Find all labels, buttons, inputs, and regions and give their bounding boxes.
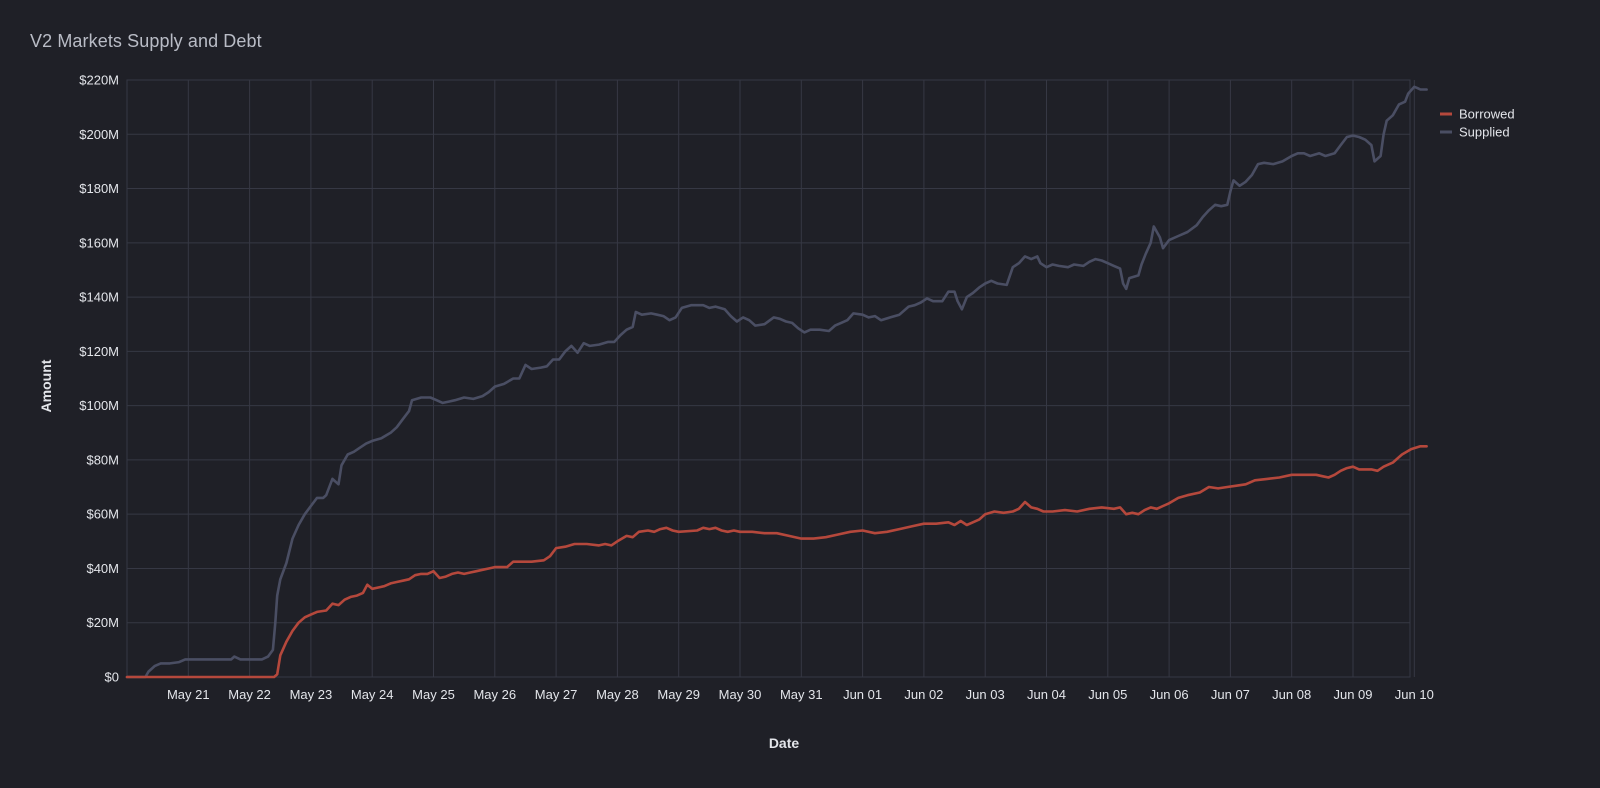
legend-item-borrowed[interactable]: Borrowed bbox=[1440, 107, 1515, 122]
x-axis-ticks: May 21 May 22 May 23 May 24 May 25 May 26 May … bbox=[167, 687, 1434, 702]
x-axis-title: Date bbox=[769, 735, 800, 751]
series-line-supplied bbox=[125, 85, 1428, 679]
plot-frame bbox=[126, 79, 1411, 678]
x-tick-label: May 25 bbox=[412, 687, 455, 702]
y-axis-ticks: $0 $20M $40M $60M $80M $100M $120M $140M $160M $1… bbox=[79, 73, 119, 685]
y-tick-label: $120M bbox=[79, 344, 119, 359]
x-tick-label: May 23 bbox=[290, 687, 333, 702]
y-tick-label: $60M bbox=[86, 507, 119, 522]
x-tick-label: May 31 bbox=[780, 687, 823, 702]
x-tick-label: Jun 09 bbox=[1333, 687, 1372, 702]
x-tick-label: Jun 08 bbox=[1272, 687, 1311, 702]
y-tick-label: $140M bbox=[79, 290, 119, 305]
chart-title: V2 Markets Supply and Debt bbox=[30, 31, 262, 51]
x-tick-label: Jun 01 bbox=[843, 687, 882, 702]
legend-label: Supplied bbox=[1459, 125, 1510, 140]
x-tick-label: Jun 03 bbox=[966, 687, 1005, 702]
x-tick-label: May 26 bbox=[473, 687, 516, 702]
series-lines bbox=[125, 85, 1428, 679]
y-tick-label: $0 bbox=[105, 670, 119, 685]
x-tick-label: Jun 04 bbox=[1027, 687, 1066, 702]
y-tick-label: $160M bbox=[79, 235, 119, 250]
y-tick-label: $20M bbox=[86, 615, 119, 630]
x-tick-label: Jun 05 bbox=[1088, 687, 1127, 702]
x-tick-label: May 21 bbox=[167, 687, 210, 702]
x-tick-label: May 24 bbox=[351, 687, 394, 702]
x-tick-label: Jun 07 bbox=[1211, 687, 1250, 702]
x-tick-label: May 22 bbox=[228, 687, 271, 702]
x-tick-label: Jun 10 bbox=[1395, 687, 1434, 702]
x-tick-label: Jun 02 bbox=[904, 687, 943, 702]
x-tick-label: May 30 bbox=[719, 687, 762, 702]
y-tick-label: $80M bbox=[86, 452, 119, 467]
x-tick-label: May 28 bbox=[596, 687, 639, 702]
x-tick-label: Jun 06 bbox=[1150, 687, 1189, 702]
legend-item-supplied[interactable]: Supplied bbox=[1440, 125, 1510, 140]
x-tick-label: May 27 bbox=[535, 687, 578, 702]
legend-label: Borrowed bbox=[1459, 107, 1515, 122]
y-tick-label: $180M bbox=[79, 181, 119, 196]
y-tick-label: $40M bbox=[86, 561, 119, 576]
y-tick-label: $220M bbox=[79, 73, 119, 88]
x-tick-label: May 29 bbox=[657, 687, 700, 702]
y-axis-title: Amount bbox=[38, 359, 54, 412]
legend[interactable]: Borrowed Supplied bbox=[1440, 107, 1515, 140]
series-line-borrowed bbox=[125, 445, 1428, 679]
y-tick-label: $200M bbox=[79, 127, 119, 142]
grid bbox=[126, 79, 1415, 678]
y-tick-label: $100M bbox=[79, 398, 119, 413]
